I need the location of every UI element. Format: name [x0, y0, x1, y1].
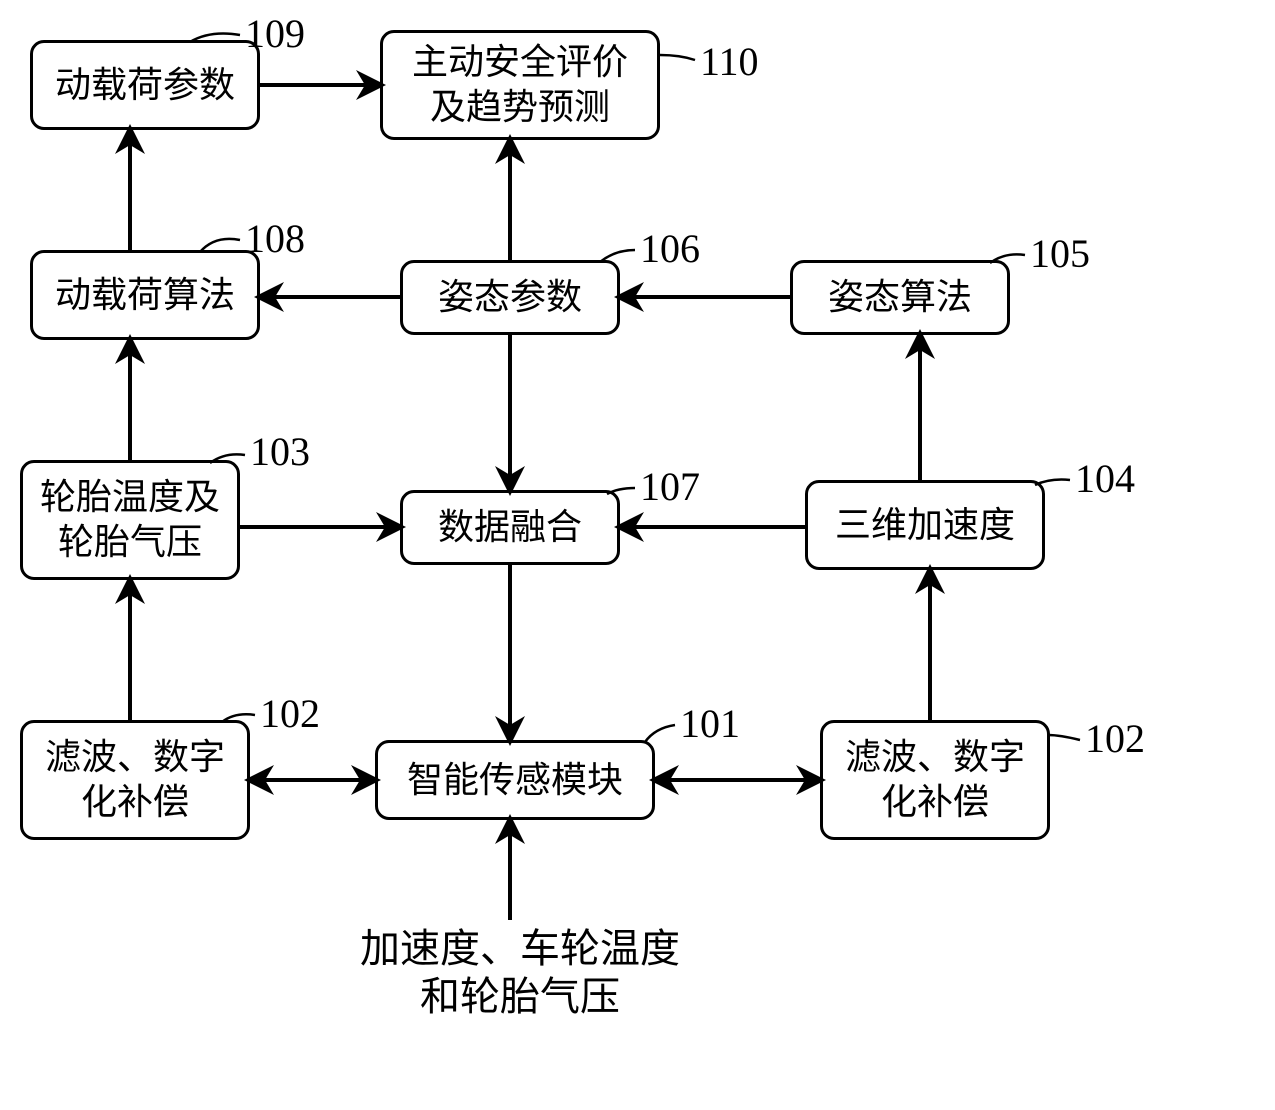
ref-r101: 101	[680, 700, 740, 747]
node-n102a: 滤波、数字 化补偿	[20, 720, 250, 840]
ref-r107: 107	[640, 463, 700, 510]
leader-r101	[645, 725, 675, 742]
node-label: 主动安全评价 及趋势预测	[412, 40, 628, 130]
node-n106: 姿态参数	[400, 260, 620, 335]
ref-r105: 105	[1030, 230, 1090, 277]
node-n107: 数据融合	[400, 490, 620, 565]
ref-r104: 104	[1075, 455, 1135, 502]
ref-r102b: 102	[1085, 715, 1145, 762]
node-n102b: 滤波、数字 化补偿	[820, 720, 1050, 840]
node-n110: 主动安全评价 及趋势预测	[380, 30, 660, 140]
node-label: 姿态参数	[438, 275, 582, 320]
node-n109: 动载荷参数	[30, 40, 260, 130]
node-n105: 姿态算法	[790, 260, 1010, 335]
node-n103: 轮胎温度及 轮胎气压	[20, 460, 240, 580]
ref-r102a: 102	[260, 690, 320, 737]
node-label: 三维加速度	[835, 503, 1015, 548]
node-label: 滤波、数字 化补偿	[845, 735, 1025, 825]
leader-r110	[660, 55, 695, 60]
ref-r103: 103	[250, 428, 310, 475]
ref-r109: 109	[245, 10, 305, 57]
node-label: 动载荷算法	[55, 273, 235, 318]
input-label: 加速度、车轮温度 和轮胎气压	[340, 925, 700, 1021]
node-label: 滤波、数字 化补偿	[45, 735, 225, 825]
node-n108: 动载荷算法	[30, 250, 260, 340]
node-label: 数据融合	[438, 505, 582, 550]
ref-r108: 108	[245, 215, 305, 262]
node-n104: 三维加速度	[805, 480, 1045, 570]
ref-r110: 110	[700, 38, 759, 85]
node-label: 动载荷参数	[55, 63, 235, 108]
node-label: 姿态算法	[828, 275, 972, 320]
node-label: 智能传感模块	[407, 758, 623, 803]
node-n101: 智能传感模块	[375, 740, 655, 820]
ref-r106: 106	[640, 225, 700, 272]
node-label: 轮胎温度及 轮胎气压	[40, 475, 220, 565]
leader-r102b	[1048, 735, 1080, 740]
